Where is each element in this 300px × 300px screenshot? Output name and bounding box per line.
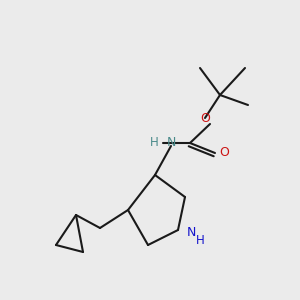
Text: H: H	[150, 136, 159, 149]
Text: N: N	[187, 226, 196, 239]
Text: O: O	[219, 146, 229, 160]
Text: O: O	[200, 112, 210, 124]
Text: N: N	[167, 136, 176, 149]
Text: H: H	[196, 233, 205, 247]
